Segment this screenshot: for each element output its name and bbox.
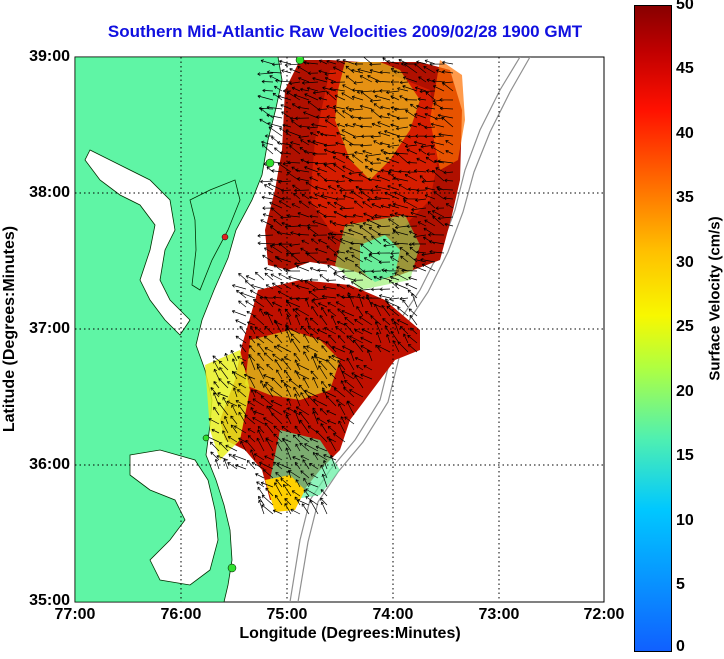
pamlico-sound [129,449,219,586]
colorbar-tick: 45 [676,60,694,77]
colorbar-tick: 40 [676,125,694,142]
colorbar-tick: 5 [676,576,685,593]
map-title: Southern Mid-Atlantic Raw Velocities 200… [107,22,583,41]
colorbar-title: Surface Velocity (cm/s) [706,216,724,381]
radar-station [295,57,305,65]
y-tick-label: 35:00 [29,592,70,609]
peninsula [189,179,241,291]
x-tick-label: 72:00 [583,606,625,623]
x-tick-label: 77:00 [54,606,96,623]
velocity-arrows [204,57,454,515]
colorbar-tick: 30 [676,254,694,271]
radar-station [221,233,229,241]
x-tick-label: 74:00 [372,606,414,623]
y-tick-label: 39:00 [29,48,70,65]
colorbar-tick: 35 [676,189,694,206]
colorbar-tick: 0 [676,638,685,655]
y-axis-title: Latitude (Degrees:Minutes) [1,225,18,433]
x-tick-label: 75:00 [266,606,308,623]
chesapeake-bay [84,149,191,336]
colorbar-tick: 50 [676,0,694,13]
grid-lines [75,57,604,602]
y-tick-label: 38:00 [29,184,70,201]
x-axis-title: Longitude (Degrees:Minutes) [239,625,461,642]
velocity-arrow-set [204,57,454,515]
x-tick-label: 76:00 [160,606,202,623]
y-tick-label: 36:00 [29,456,70,473]
colorbar [634,5,672,652]
radar-station [265,158,275,168]
radar-station [202,434,210,442]
colorbar-tick: 10 [676,512,694,529]
radar-station [227,563,237,573]
colorbar-tick: 25 [676,318,694,335]
y-tick-label: 37:00 [29,320,70,337]
x-tick-label: 73:00 [478,606,520,623]
colorbar-tick: 20 [676,383,694,400]
colorbar-tick: 15 [676,447,694,464]
